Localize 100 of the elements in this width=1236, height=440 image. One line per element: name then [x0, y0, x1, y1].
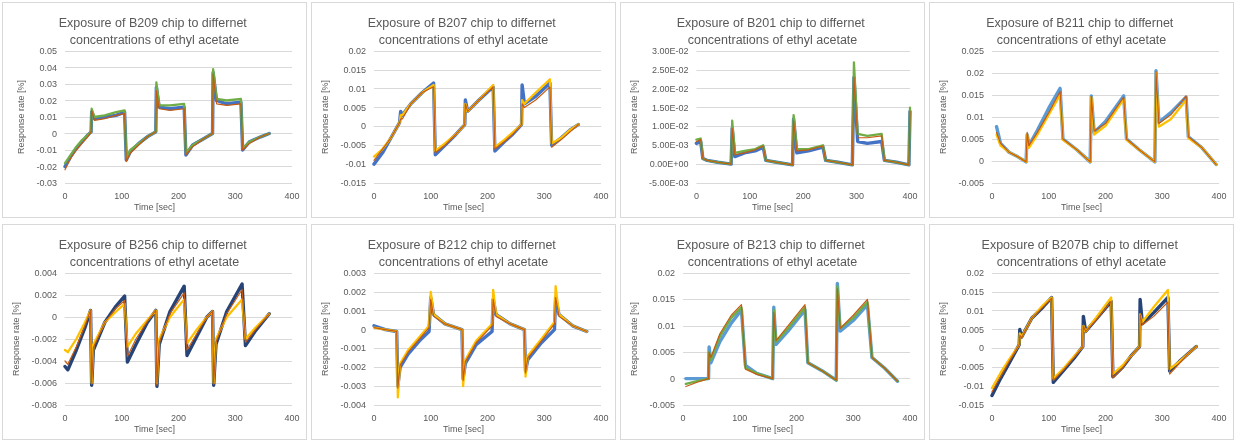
y-tick-label: 0.004 [34, 268, 57, 278]
y-axis-title: Response rate [%] [628, 79, 639, 155]
y-tick-label: 0 [51, 128, 57, 139]
x-axis-title: Time [sec] [1060, 423, 1103, 434]
y-tick-label: 0.002 [34, 290, 57, 300]
y-tick-label: 0.02 [966, 68, 984, 78]
x-tick-label: 400 [593, 190, 609, 201]
x-tick-label: 400 [1211, 412, 1227, 423]
x-tick-label: 100 [423, 190, 439, 201]
chart-title: Exposure of B212 chip to differnet concentrations of ethyl acetate [367, 237, 560, 269]
y-tick-label: -0.015 [340, 178, 366, 188]
x-tick-label: 400 [284, 190, 300, 201]
y-tick-label: -0.005 [958, 178, 984, 188]
y-tick-label: 0.01 [348, 83, 366, 94]
x-tick-label: 100 [114, 412, 130, 423]
y-tick-label: 2.50E-02 [651, 64, 689, 75]
y-tick-label: 0.005 [652, 347, 675, 358]
x-tick-label: 400 [902, 412, 918, 423]
y-tick-label: 0.003 [343, 268, 366, 278]
x-axis-title: Time [sec] [442, 423, 485, 434]
y-tick-label: 0 [978, 156, 984, 166]
x-tick-label: 200 [170, 412, 187, 423]
y-tick-label: 0.005 [961, 134, 984, 144]
y-tick-label: -0.02 [36, 161, 57, 172]
x-tick-label: 300 [536, 190, 552, 201]
y-tick-label: 0.015 [652, 294, 675, 305]
x-tick-label: 400 [1211, 190, 1227, 201]
y-tick-label: 0.005 [961, 324, 984, 335]
x-tick-label: 200 [170, 190, 187, 201]
y-tick-label: 0.01 [39, 112, 57, 122]
x-tick-label: 200 [1097, 412, 1114, 423]
y-tick-label: -0.008 [31, 400, 57, 410]
y-tick-label: 0.01 [966, 305, 984, 316]
chart-title: Exposure of B207 chip to differnet concentrations of ethyl acetate [367, 15, 560, 47]
y-tick-label: -0.002 [340, 362, 366, 373]
x-tick-label: 300 [1154, 412, 1170, 423]
y-axis-title: Response rate [%] [629, 301, 640, 377]
y-tick-label: 0.02 [39, 95, 57, 106]
x-tick-label: 300 [227, 190, 243, 201]
y-tick-label: -0.002 [31, 334, 57, 344]
chart-title: Exposure of B213 chip to differnet concentrations of ethyl acetate [676, 237, 869, 269]
y-tick-label: 0.002 [343, 286, 366, 297]
y-axis-title: Response rate [%] [11, 301, 22, 377]
x-tick-label: 200 [479, 190, 496, 201]
x-axis-title: Time [sec] [133, 423, 176, 434]
y-tick-label: 0 [360, 121, 366, 132]
y-tick-label: -0.003 [340, 381, 366, 392]
x-tick-label: 200 [795, 190, 811, 201]
x-tick-label: 300 [849, 190, 865, 201]
y-tick-label: 0.005 [343, 102, 366, 113]
y-tick-label: 0.015 [343, 64, 366, 75]
y-tick-label: -0.005 [340, 140, 366, 151]
x-axis-title: Time [sec] [442, 201, 485, 212]
x-tick-label: 400 [902, 190, 918, 201]
x-tick-label: 0 [693, 190, 699, 201]
y-tick-label: 0 [669, 373, 675, 384]
y-tick-label: -0.01 [963, 381, 984, 392]
x-tick-label: 100 [732, 412, 748, 423]
x-tick-label: 100 [742, 190, 758, 201]
y-tick-label: -0.006 [31, 378, 57, 388]
x-tick-label: 0 [371, 412, 377, 423]
y-tick-label: 0.015 [961, 286, 984, 297]
x-axis-title: Time [sec] [1060, 201, 1103, 212]
y-axis-title: Response rate [%] [320, 301, 331, 377]
x-tick-label: 0 [989, 412, 995, 423]
y-tick-label: 0 [978, 343, 984, 354]
chart-title: Exposure of B201 chip to differnet concentrations of ethyl acetate [676, 15, 869, 47]
y-tick-label: -0.015 [958, 400, 984, 410]
y-axis-title: Response rate [%] [938, 301, 949, 377]
y-tick-label: 0.00E+00 [649, 159, 689, 170]
y-tick-label: 1.50E-02 [651, 102, 689, 113]
y-tick-label: -5.00E-03 [648, 178, 689, 188]
y-tick-label: 2.00E-02 [651, 83, 689, 94]
y-tick-label: -0.001 [340, 343, 366, 354]
y-tick-label: -0.004 [31, 356, 57, 366]
x-axis-title: Time [sec] [751, 201, 794, 212]
x-tick-label: 200 [1097, 190, 1114, 201]
y-tick-label: -0.004 [340, 400, 366, 410]
y-tick-label: 0.02 [657, 268, 675, 278]
y-tick-label: -0.01 [345, 159, 366, 170]
y-axis-title: Response rate [%] [16, 79, 27, 155]
y-tick-label: 3.00E-02 [651, 46, 689, 56]
y-tick-label: -0.005 [958, 362, 984, 373]
y-tick-label: 0.01 [657, 320, 675, 331]
x-axis-title: Time [sec] [751, 423, 794, 434]
x-tick-label: 100 [1041, 412, 1057, 423]
x-tick-label: 0 [62, 190, 68, 201]
y-tick-label: 0.02 [966, 268, 984, 278]
y-tick-label: 0.02 [348, 46, 366, 56]
x-tick-label: 300 [1154, 190, 1170, 201]
chart-title: Exposure of B256 chip to differnet concentrations of ethyl acetate [58, 237, 251, 269]
y-tick-label: -0.03 [36, 178, 57, 188]
chart-title: Exposure of B207B chip to differnet concentrations of ethyl acetate [981, 237, 1182, 269]
x-tick-label: 400 [593, 412, 609, 423]
y-tick-label: 0.015 [961, 90, 984, 100]
x-tick-label: 0 [371, 190, 377, 201]
y-tick-label: 0 [51, 312, 57, 322]
x-tick-label: 100 [114, 190, 130, 201]
y-tick-label: 0.025 [961, 46, 984, 56]
x-tick-label: 400 [284, 412, 300, 423]
